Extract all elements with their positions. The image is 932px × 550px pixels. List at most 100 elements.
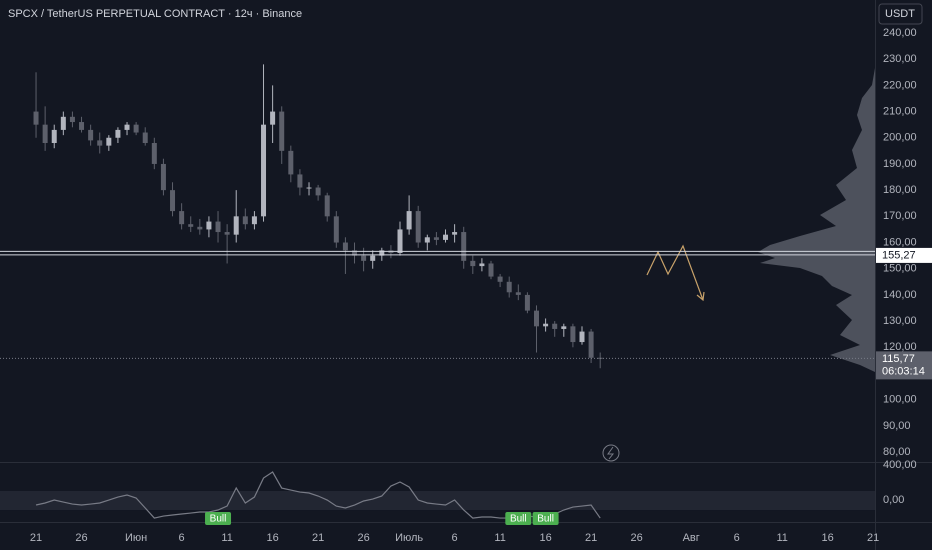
- candle-body: [524, 294, 530, 311]
- y-tick-label: 170,00: [883, 210, 917, 222]
- candle-body: [79, 122, 85, 130]
- x-tick-label: 6: [734, 532, 740, 544]
- candle-body: [88, 129, 94, 141]
- x-tick-label: 21: [312, 532, 324, 544]
- price-label: 155,27: [882, 249, 916, 261]
- candle-body: [352, 250, 358, 256]
- candle-body: [452, 232, 458, 235]
- candle-body: [297, 174, 303, 188]
- candle-body: [51, 129, 57, 143]
- candle-body: [588, 331, 594, 358]
- y-tick-label: 230,00: [883, 53, 917, 65]
- currency-label[interactable]: USDT: [885, 8, 915, 20]
- candle-body: [224, 232, 230, 235]
- candle-body: [133, 124, 139, 133]
- x-tick-label: 6: [179, 532, 185, 544]
- candle-body: [424, 237, 430, 243]
- x-tick-label: 21: [867, 532, 879, 544]
- x-tick-label: Авг: [683, 532, 700, 544]
- x-tick-label: 26: [357, 532, 369, 544]
- candle-body: [251, 216, 257, 225]
- chart-title: SPCX / TetherUS PERPETUAL CONTRACT · 12ч…: [8, 8, 302, 20]
- y-tick-label: 160,00: [883, 236, 917, 248]
- candle-body: [106, 137, 112, 146]
- x-tick-label: 16: [266, 532, 278, 544]
- candle-body: [515, 292, 521, 295]
- y-tick-label: 130,00: [883, 315, 917, 327]
- y-tick-label: 140,00: [883, 289, 917, 301]
- y-tick-label: 90,00: [883, 420, 911, 432]
- candle-body: [579, 331, 585, 343]
- y-tick-label: 150,00: [883, 263, 917, 275]
- x-tick-label: 21: [585, 532, 597, 544]
- signal-label: Bull: [510, 514, 527, 525]
- alert-icon-bolt: [607, 446, 615, 460]
- candle-body: [160, 163, 166, 191]
- y-tick-label: 190,00: [883, 158, 917, 170]
- candle-body: [151, 143, 157, 164]
- candle-body: [306, 187, 312, 189]
- alert-icon[interactable]: [602, 444, 620, 462]
- y-tick-label: 400,00: [883, 459, 917, 471]
- x-tick-label: 26: [630, 532, 642, 544]
- candle-body: [433, 237, 439, 240]
- candle-body: [261, 124, 267, 217]
- y-tick-label: 210,00: [883, 105, 917, 117]
- candle-body: [552, 323, 558, 329]
- x-tick-label: 11: [776, 532, 787, 544]
- x-tick-label: 16: [539, 532, 551, 544]
- candle-body: [397, 229, 403, 253]
- candle-body: [188, 224, 194, 227]
- y-tick-label: 180,00: [883, 184, 917, 196]
- candle-body: [179, 211, 185, 225]
- candle-body: [506, 281, 512, 293]
- candle-body: [124, 124, 130, 130]
- candle-body: [97, 140, 103, 146]
- candle-body: [415, 211, 421, 243]
- x-tick-label: 16: [822, 532, 834, 544]
- candle-body: [233, 216, 239, 235]
- candle-body: [170, 190, 176, 212]
- candle-body: [379, 250, 385, 256]
- signal-box: [205, 512, 232, 525]
- x-tick-label: 11: [494, 532, 505, 544]
- candle-body: [361, 255, 367, 261]
- last-price-label: 115,77: [882, 353, 915, 365]
- candle-body: [497, 276, 503, 282]
- candle-body: [42, 124, 48, 143]
- candle-body: [60, 116, 66, 130]
- y-tick-label: 120,00: [883, 341, 917, 353]
- x-tick-label: Июль: [395, 532, 423, 544]
- candle-body: [242, 216, 248, 225]
- candle-body: [215, 221, 221, 233]
- x-tick-label: 6: [452, 532, 458, 544]
- candle-body: [315, 187, 321, 196]
- currency-button[interactable]: [878, 3, 923, 25]
- candle-body: [461, 232, 467, 261]
- candle-body: [324, 195, 330, 217]
- candle-body: [561, 326, 567, 329]
- candle-body: [206, 221, 212, 230]
- y-tick-label: 80,00: [883, 446, 911, 458]
- candle-body: [115, 129, 121, 138]
- candle-body: [534, 310, 540, 327]
- candle-body: [288, 150, 294, 175]
- last-price-box: [876, 351, 932, 380]
- candle-body: [570, 326, 576, 343]
- x-tick-label: Июн: [125, 532, 147, 544]
- candle-body: [270, 111, 276, 125]
- volume-profile: [758, 68, 875, 372]
- candle-body: [443, 234, 449, 240]
- candle-body: [142, 132, 148, 143]
- candle-body: [333, 216, 339, 243]
- projection-arrowhead: [696, 291, 705, 302]
- candle-body: [69, 116, 75, 123]
- countdown-label: 06:03:14: [882, 365, 925, 377]
- y-tick-label: 100,00: [883, 394, 917, 406]
- signal-box: [505, 512, 532, 525]
- candle-body: [488, 263, 494, 277]
- candle-body: [279, 111, 285, 151]
- y-tick-label: 240,00: [883, 27, 917, 39]
